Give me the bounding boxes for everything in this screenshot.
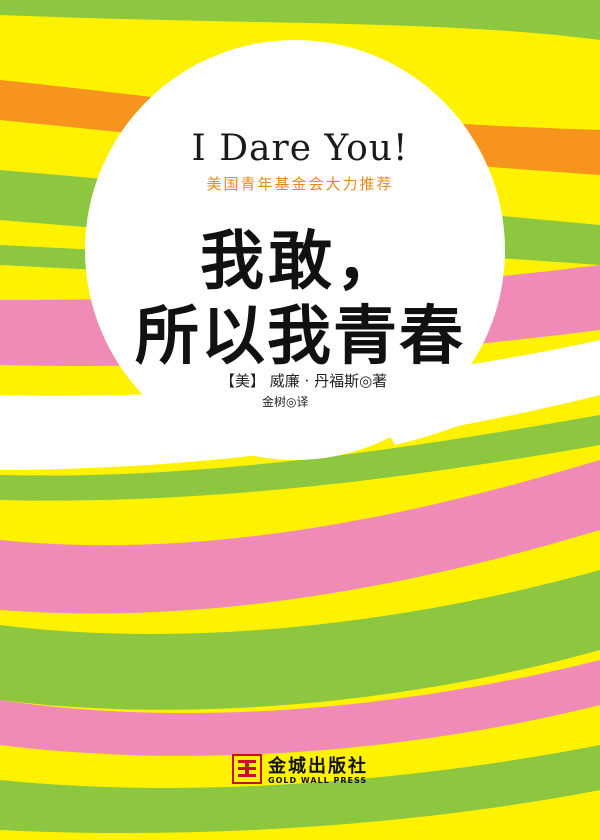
author-credit: 【美】 威廉 · 丹福斯◎著 bbox=[220, 372, 388, 390]
tagline: 美国青年基金会大力推荐 bbox=[206, 175, 394, 193]
publisher-name-cn: 金城出版社 bbox=[268, 756, 368, 777]
publisher-mark: 金城出版社 GOLD WALL PRESS bbox=[232, 752, 392, 792]
publisher-name-en: GOLD WALL PRESS bbox=[268, 776, 368, 785]
book-title-line-2: 所以我青春 bbox=[135, 300, 465, 374]
book-title-line-1: 我敢， bbox=[200, 225, 404, 299]
english-title: I Dare You! bbox=[191, 128, 409, 169]
translator-credit: 金树◎译 bbox=[262, 395, 309, 409]
seal-logo-icon bbox=[232, 754, 262, 784]
